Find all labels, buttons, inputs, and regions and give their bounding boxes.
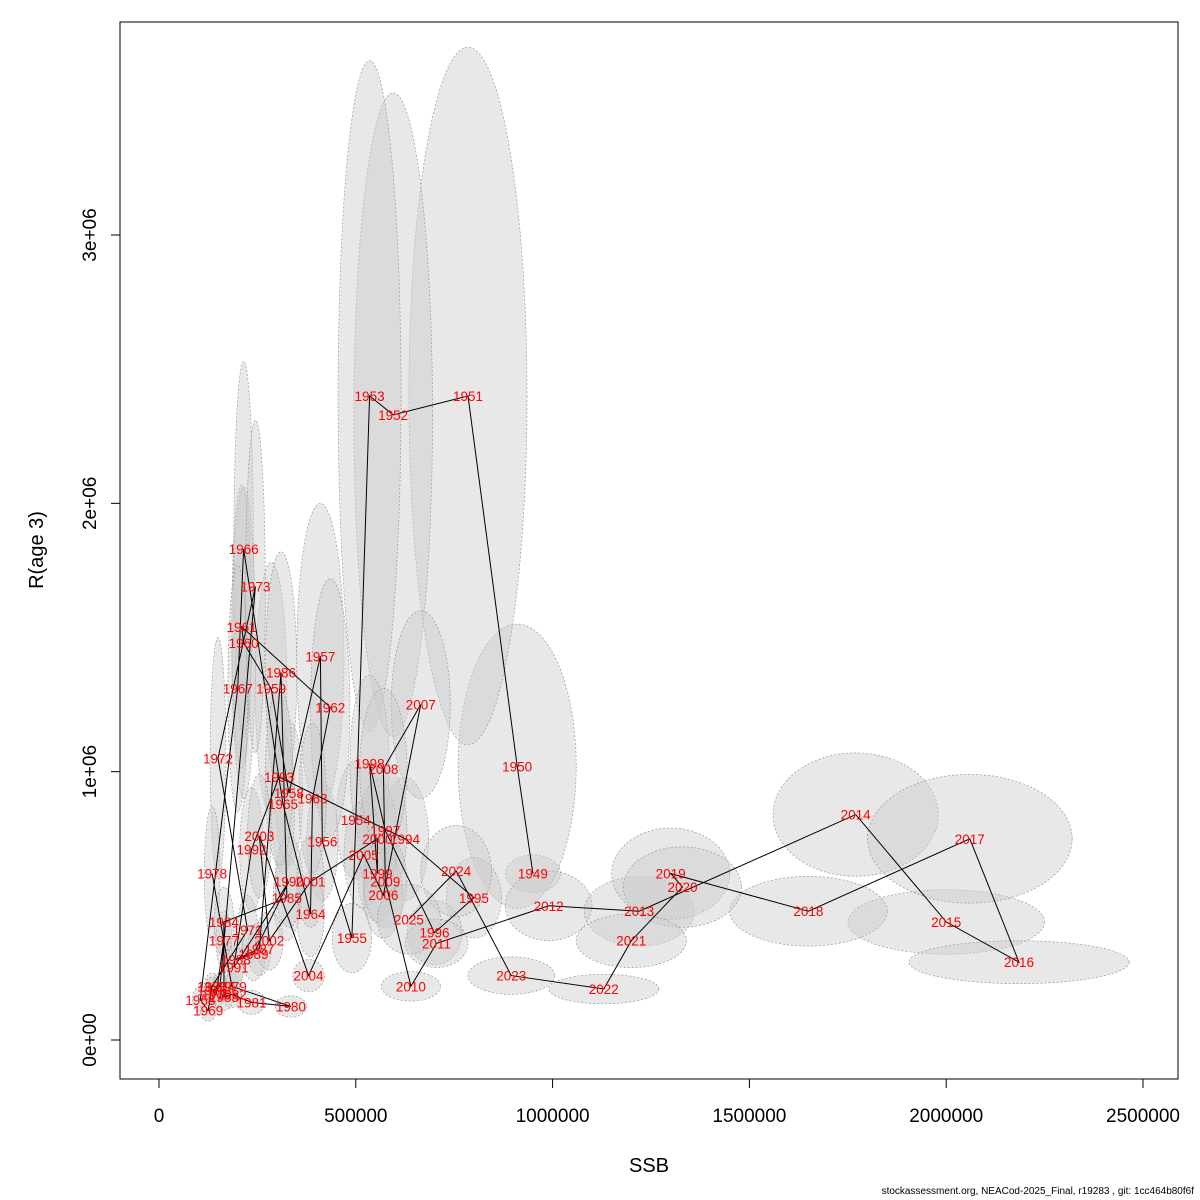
year-label-1976: 1976 bbox=[201, 987, 231, 1002]
year-label-1990: 1990 bbox=[274, 875, 304, 890]
year-label-1984: 1984 bbox=[209, 915, 240, 930]
year-label-1961: 1961 bbox=[227, 620, 257, 635]
year-label-2005: 2005 bbox=[349, 848, 379, 863]
year-label-1956: 1956 bbox=[307, 834, 337, 849]
x-axis-title: SSB bbox=[629, 1155, 669, 1177]
year-label-1971: 1971 bbox=[233, 923, 263, 938]
year-label-1987: 1987 bbox=[244, 942, 274, 957]
year-label-1982: 1982 bbox=[217, 987, 247, 1002]
year-label-1965: 1965 bbox=[268, 797, 298, 812]
y-tick-label: 1e+06 bbox=[80, 745, 101, 798]
year-label-1977: 1977 bbox=[209, 934, 239, 949]
year-label-1963: 1963 bbox=[297, 792, 327, 807]
year-label-2004: 2004 bbox=[294, 969, 325, 984]
year-label-2000: 2000 bbox=[362, 832, 392, 847]
footer-credit: stockassessment.org, NEACod-2025_Final, … bbox=[881, 1186, 1194, 1197]
x-tick-label: 1000000 bbox=[516, 1106, 590, 1127]
year-label-1955: 1955 bbox=[337, 931, 367, 946]
year-labels: 1949 1950 1951 1952 1953 1954 1955 1956 1957 1958… bbox=[185, 389, 1034, 1018]
year-label-2020: 2020 bbox=[667, 880, 697, 895]
year-label-1996: 1996 bbox=[419, 926, 449, 941]
year-label-2021: 2021 bbox=[616, 934, 646, 949]
year-label-1953: 1953 bbox=[355, 389, 385, 404]
year-label-2009: 2009 bbox=[370, 875, 400, 890]
year-label-2022: 2022 bbox=[589, 982, 619, 997]
year-label-1999: 1999 bbox=[362, 867, 392, 882]
year-label-1968: 1968 bbox=[185, 993, 215, 1008]
year-label-2013: 2013 bbox=[624, 904, 654, 919]
year-label-2010: 2010 bbox=[396, 979, 426, 994]
year-label-2007: 2007 bbox=[406, 698, 436, 713]
year-label-1988: 1988 bbox=[221, 953, 251, 968]
year-label-2001: 2001 bbox=[296, 875, 326, 890]
year-label-2003: 2003 bbox=[244, 829, 274, 844]
year-label-1978: 1978 bbox=[197, 867, 227, 882]
year-label-1979: 1979 bbox=[217, 979, 247, 994]
year-label-1986: 1986 bbox=[266, 665, 296, 680]
x-axis: 0 500000 1000000 1500000 2000000 2500000 bbox=[154, 1078, 1180, 1127]
ellipse-1999 bbox=[357, 824, 398, 923]
year-label-1973: 1973 bbox=[240, 580, 270, 595]
year-label-1949: 1949 bbox=[518, 867, 548, 882]
y-axis: 0e+00 1e+06 2e+06 3e+06 bbox=[80, 208, 121, 1067]
year-label-2012: 2012 bbox=[534, 899, 564, 914]
year-label-1966: 1966 bbox=[229, 542, 259, 557]
year-label-1950: 1950 bbox=[502, 759, 532, 774]
year-label-1997: 1997 bbox=[370, 824, 400, 839]
year-label-2015: 2015 bbox=[931, 915, 961, 930]
year-label-2006: 2006 bbox=[368, 888, 398, 903]
year-label-1992: 1992 bbox=[236, 842, 266, 857]
year-label-1983: 1983 bbox=[209, 990, 239, 1005]
year-label-2024: 2024 bbox=[441, 864, 472, 879]
year-label-1951: 1951 bbox=[453, 389, 483, 404]
year-label-1959: 1959 bbox=[256, 681, 286, 696]
year-label-1975: 1975 bbox=[197, 983, 227, 998]
year-label-1994: 1994 bbox=[390, 832, 421, 847]
year-label-2016: 2016 bbox=[1004, 955, 1034, 970]
year-label-1998: 1998 bbox=[355, 757, 385, 772]
year-label-1970: 1970 bbox=[197, 979, 227, 994]
year-label-2014: 2014 bbox=[841, 808, 872, 823]
year-label-1993: 1993 bbox=[264, 770, 294, 785]
year-label-1991: 1991 bbox=[219, 961, 249, 976]
year-label-1967: 1967 bbox=[223, 681, 253, 696]
year-label-1957: 1957 bbox=[305, 649, 335, 664]
year-label-2008: 2008 bbox=[368, 762, 398, 777]
year-label-1954: 1954 bbox=[341, 813, 372, 828]
year-label-1985: 1985 bbox=[272, 891, 302, 906]
year-label-1962: 1962 bbox=[315, 700, 345, 715]
year-label-1980: 1980 bbox=[276, 999, 306, 1014]
x-tick-label: 2500000 bbox=[1106, 1106, 1180, 1127]
x-tick-label: 2000000 bbox=[909, 1106, 983, 1127]
year-label-1952: 1952 bbox=[378, 408, 408, 423]
x-tick-label: 1500000 bbox=[712, 1106, 786, 1127]
year-label-2025: 2025 bbox=[394, 912, 424, 927]
year-label-1964: 1964 bbox=[296, 907, 327, 922]
year-label-2018: 2018 bbox=[793, 904, 823, 919]
year-label-2019: 2019 bbox=[656, 867, 686, 882]
year-label-2011: 2011 bbox=[422, 936, 451, 951]
year-label-2017: 2017 bbox=[955, 832, 985, 847]
x-tick-label: 0 bbox=[154, 1106, 165, 1127]
year-label-1989: 1989 bbox=[238, 947, 268, 962]
year-label-1960: 1960 bbox=[229, 636, 259, 651]
y-axis-title: R(age 3) bbox=[26, 511, 48, 589]
trajectory-line bbox=[199, 394, 1020, 1012]
year-label-2023: 2023 bbox=[496, 969, 526, 984]
year-label-1981: 1981 bbox=[236, 995, 266, 1010]
y-tick-label: 0e+00 bbox=[80, 1013, 101, 1066]
y-tick-label: 3e+06 bbox=[80, 208, 101, 261]
x-tick-label: 500000 bbox=[324, 1106, 387, 1127]
year-label-1995: 1995 bbox=[459, 891, 489, 906]
year-label-1969: 1969 bbox=[193, 1003, 223, 1018]
year-label-1974: 1974 bbox=[205, 979, 236, 994]
y-tick-label: 2e+06 bbox=[80, 477, 101, 530]
year-label-2002: 2002 bbox=[254, 934, 284, 949]
year-label-1958: 1958 bbox=[274, 786, 304, 801]
year-label-1972: 1972 bbox=[203, 751, 233, 766]
